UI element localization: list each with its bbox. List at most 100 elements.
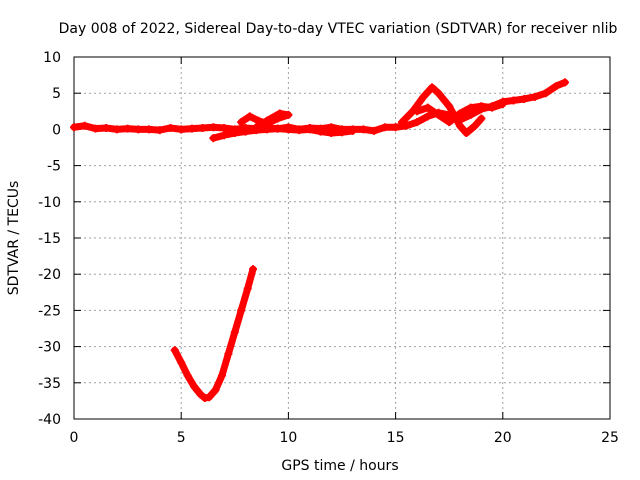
data-point — [220, 123, 229, 132]
data-point — [470, 121, 479, 130]
data-point — [224, 349, 233, 358]
data-point — [338, 128, 346, 137]
y-tick-label: -35 — [38, 376, 61, 392]
data-point — [488, 103, 497, 112]
data-point — [445, 102, 454, 111]
data-point — [237, 306, 246, 315]
series-deep-dip — [170, 265, 258, 403]
data-point — [370, 126, 379, 135]
data-point — [295, 126, 304, 135]
data-point — [230, 328, 239, 337]
data-point — [196, 390, 205, 399]
series-lower-branch — [209, 124, 357, 143]
data-point — [170, 346, 179, 355]
data-point — [123, 124, 132, 133]
y-tick-labels: 10 5 0 -5 -10 -15 -20 -25 -30 -35 -40 — [38, 50, 61, 428]
y-tick-label: -10 — [38, 195, 61, 211]
data-point — [187, 124, 196, 133]
series-arc-16-20-h — [413, 100, 507, 127]
data-point — [102, 123, 111, 132]
data-point — [220, 131, 229, 140]
y-axis-label: SDTVAR / TECUs — [6, 181, 22, 296]
y-tick-label: -40 — [38, 412, 61, 428]
data-point — [198, 123, 207, 132]
x-tick-labels: 0 5 10 15 20 25 — [70, 430, 619, 446]
data-point — [462, 129, 471, 138]
data-point — [552, 81, 561, 90]
data-point — [455, 121, 464, 130]
data-point — [275, 109, 284, 118]
data-point — [348, 126, 357, 135]
data-point — [530, 92, 539, 101]
y-tick-label: -15 — [38, 231, 61, 247]
data-point — [413, 118, 422, 127]
data-point — [466, 110, 475, 119]
data-point — [423, 112, 432, 121]
data-point — [541, 89, 550, 98]
data-point — [230, 129, 239, 138]
data-point — [166, 123, 175, 132]
data-point — [509, 96, 518, 105]
data-point — [445, 118, 454, 127]
data-point — [477, 102, 486, 111]
series-loop-near-8-10-h — [237, 109, 293, 132]
data-point — [252, 123, 261, 132]
data-point — [477, 114, 486, 123]
data-point — [284, 125, 293, 134]
data-point — [211, 386, 220, 395]
x-axis-label: GPS time / hours — [281, 458, 398, 474]
data-point — [359, 125, 368, 134]
data-point — [316, 127, 325, 136]
y-tick-label: 0 — [52, 122, 61, 138]
data-point — [190, 382, 199, 391]
series-line — [398, 83, 485, 137]
data-point — [134, 125, 143, 134]
x-tick-label: 15 — [387, 430, 405, 446]
x-tick-label: 10 — [279, 430, 297, 446]
data-point — [155, 126, 164, 135]
data-point — [402, 121, 411, 130]
y-tick-label: 5 — [52, 86, 61, 102]
y-tick-label: -25 — [38, 303, 61, 319]
y-tick-label: -20 — [38, 267, 61, 283]
data-point — [245, 112, 254, 121]
data-point — [254, 116, 263, 125]
data-point — [80, 121, 89, 130]
series-upper-arc — [398, 83, 486, 138]
data-point — [91, 124, 100, 133]
data-point — [380, 123, 389, 132]
data-point — [428, 83, 437, 92]
data-point — [413, 107, 422, 116]
series-line — [171, 265, 257, 402]
x-tick-label: 5 — [177, 430, 186, 446]
data-point — [273, 124, 282, 133]
x-tick-label: 20 — [494, 430, 512, 446]
data-point — [262, 116, 271, 125]
data-point — [419, 92, 428, 101]
grid-lines — [74, 57, 610, 419]
data-point — [205, 393, 214, 402]
data-point — [243, 284, 252, 293]
data-point — [249, 265, 258, 274]
data-point — [241, 127, 250, 136]
data-point — [423, 103, 432, 112]
data-point — [177, 125, 186, 134]
data-point — [217, 371, 226, 380]
data-point — [237, 118, 246, 127]
data-point — [520, 94, 529, 103]
data-point — [183, 371, 192, 380]
y-tick-label: 10 — [43, 50, 61, 66]
y-tick-label: -5 — [47, 159, 61, 175]
data-point — [398, 118, 407, 127]
data-point — [560, 78, 569, 87]
data-point — [434, 89, 443, 98]
chart-title: Day 008 of 2022, Sidereal Day-to-day VTE… — [59, 21, 618, 37]
data-point — [327, 129, 336, 138]
data-point — [391, 123, 400, 132]
data-point — [70, 123, 78, 132]
data-point — [273, 114, 282, 123]
data-point — [305, 125, 314, 134]
data-series — [70, 78, 569, 403]
